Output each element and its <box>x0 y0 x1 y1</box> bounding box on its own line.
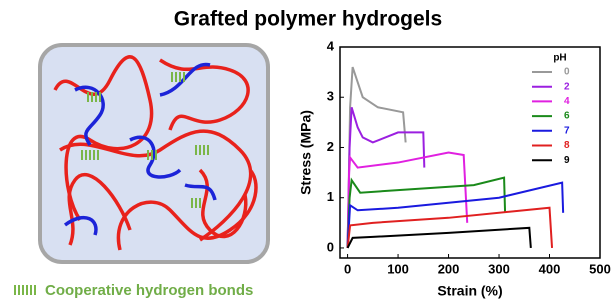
bond-legend-label: Cooperative hydrogen bonds <box>45 282 253 299</box>
x-tick-label: 300 <box>488 261 510 276</box>
x-tick-label: 500 <box>589 261 611 276</box>
y-tick-label: 2 <box>327 139 334 154</box>
y-axis-label: Stress (MPa) <box>298 110 314 195</box>
x-axis-label: Strain (%) <box>437 283 502 299</box>
x-tick-label: 0 <box>344 261 351 276</box>
x-tick-label: 200 <box>438 261 460 276</box>
x-tick-label: 400 <box>539 261 561 276</box>
y-tick-label: 3 <box>327 89 334 104</box>
legend-label: 6 <box>564 111 570 122</box>
bond-legend-symbol <box>15 285 35 295</box>
y-tick-label: 4 <box>327 38 335 53</box>
legend-label: 0 <box>564 67 570 78</box>
network-diagram <box>40 45 268 262</box>
series-line <box>348 228 531 248</box>
chart: 0 100 200 300 400 500 0 1 2 3 4 Strain (%) Stress (M… <box>298 38 611 298</box>
legend-title: pH <box>553 53 566 64</box>
x-tick-label: 100 <box>387 261 409 276</box>
figure: Grafted polymer hydrogels Cooperati <box>0 0 616 302</box>
series-line <box>348 107 425 248</box>
legend-label: 2 <box>564 81 570 92</box>
y-tick-label: 1 <box>327 189 334 204</box>
legend-label: 7 <box>564 125 570 136</box>
legend-label: 8 <box>564 140 570 151</box>
y-tick-label: 0 <box>327 239 334 254</box>
figure-title: Grafted polymer hydrogels <box>174 8 442 31</box>
plot-frame <box>340 47 600 258</box>
legend-label: 9 <box>564 155 570 166</box>
legend-label: 4 <box>564 96 570 107</box>
